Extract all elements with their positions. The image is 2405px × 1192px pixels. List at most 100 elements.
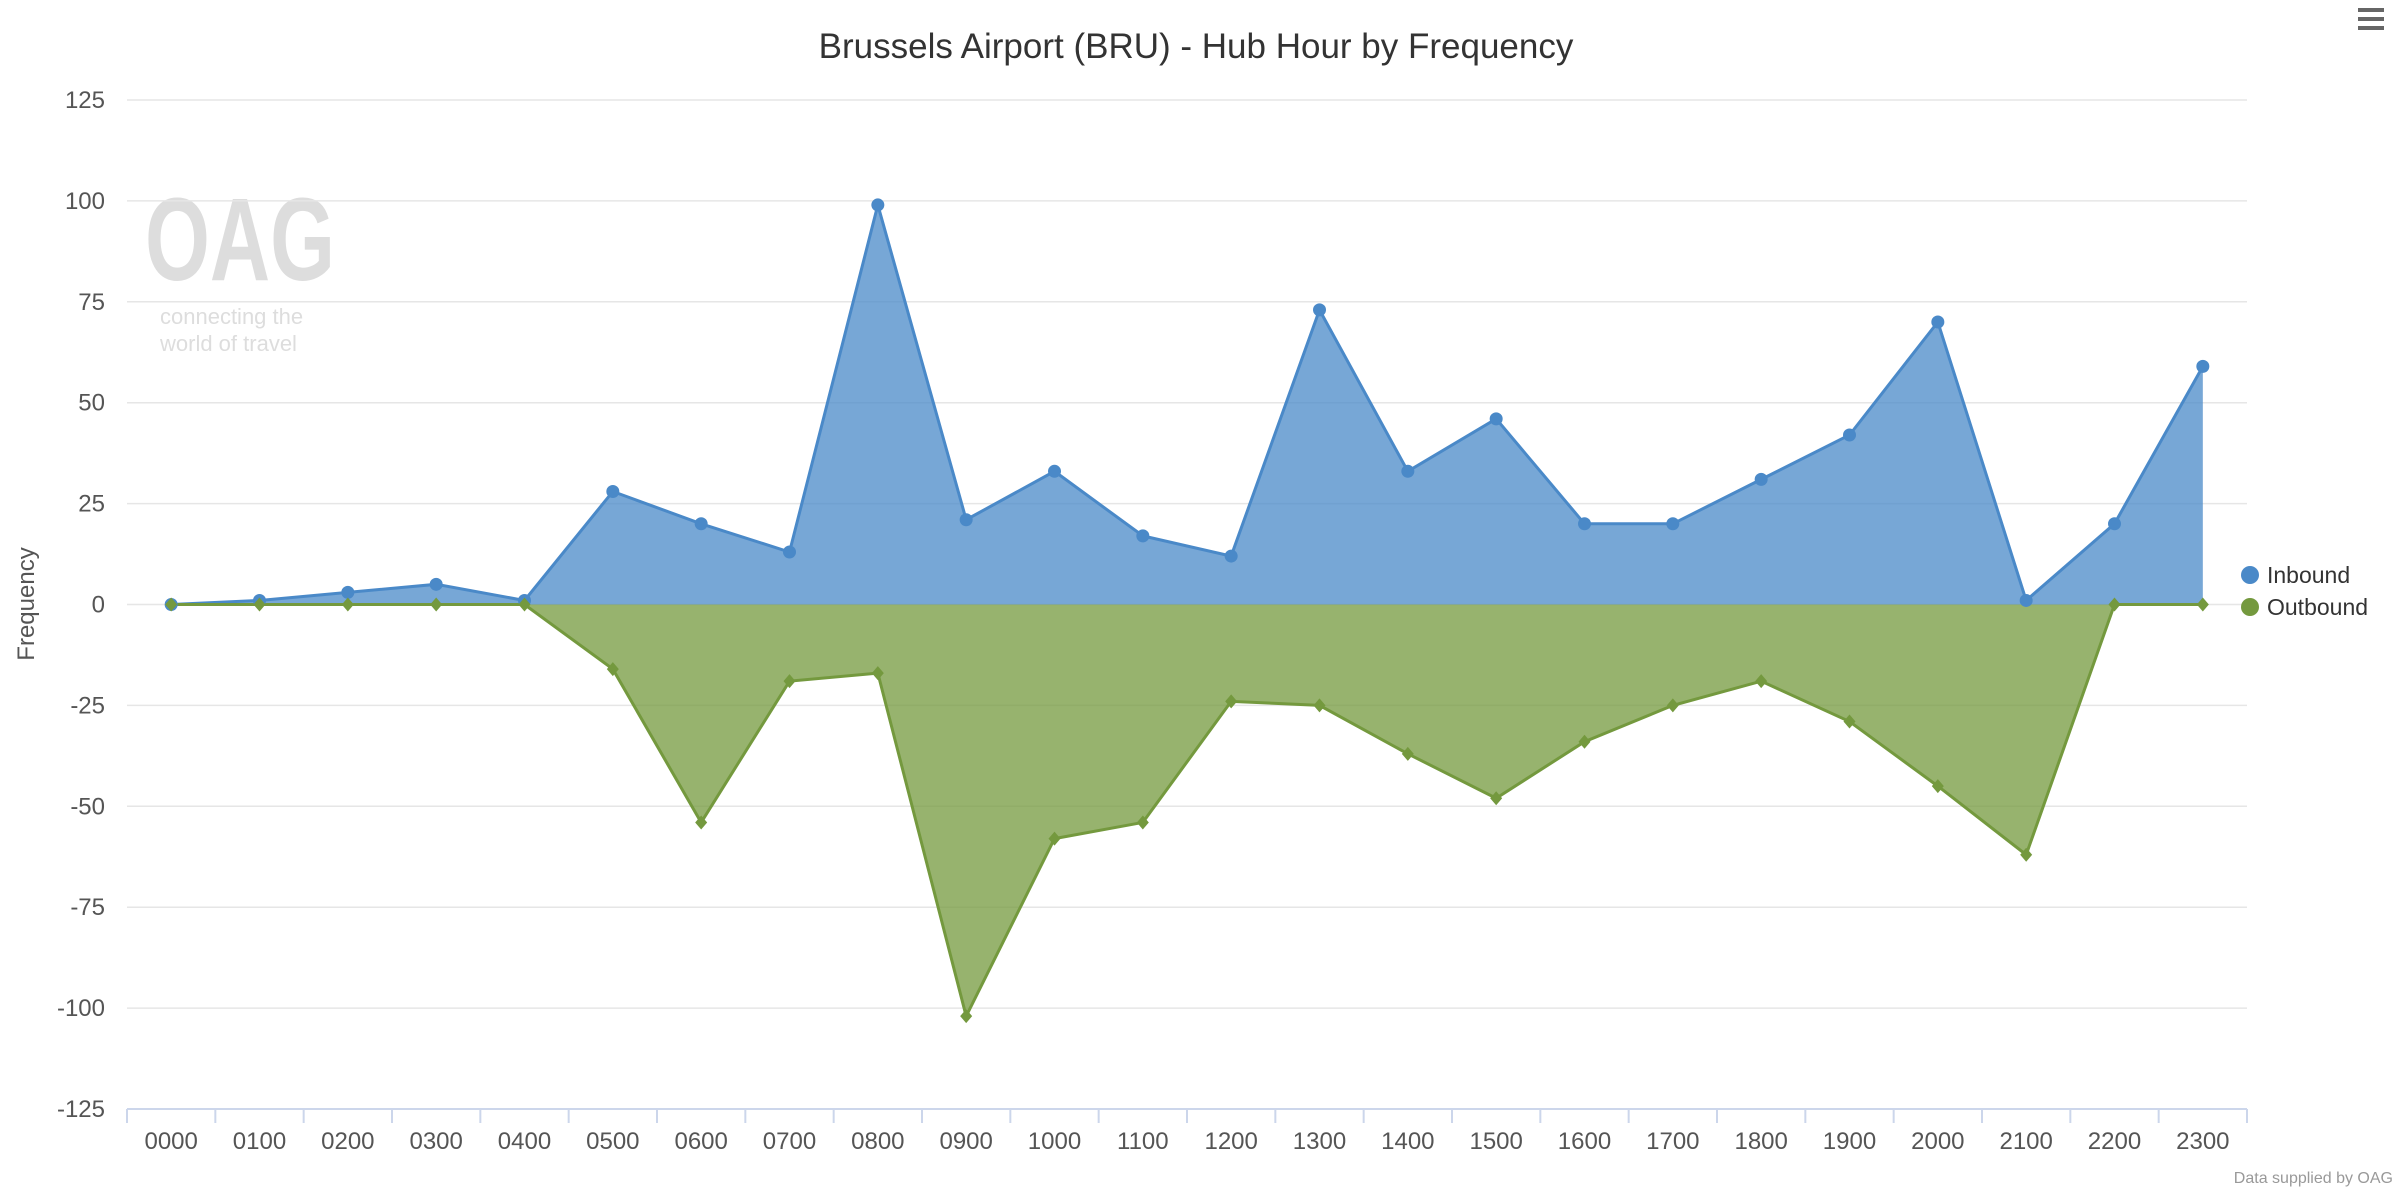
inbound-point[interactable] (606, 484, 620, 498)
chart-title: Brussels Airport (BRU) - Hub Hour by Fre… (819, 27, 1574, 66)
y-tick-label: 50 (78, 390, 105, 417)
inbound-point[interactable] (2019, 593, 2033, 607)
oag-watermark: OAG connecting the world of travel (145, 174, 335, 356)
inbound-point[interactable] (2108, 517, 2121, 531)
inbound-point[interactable] (341, 585, 355, 599)
x-tick-label: 1600 (1558, 1128, 1611, 1155)
outbound-point[interactable] (1490, 791, 1503, 806)
x-tick-label: 1100 (1117, 1128, 1169, 1155)
legend-label: Inbound (2267, 562, 2350, 588)
outbound-point[interactable] (1666, 698, 1679, 713)
hamburger-menu-icon-bar[interactable] (2358, 26, 2384, 30)
inbound-line (171, 199, 2205, 606)
inbound-point[interactable] (1136, 529, 1150, 543)
outbound-point[interactable] (1313, 698, 1326, 713)
inbound-point[interactable] (783, 545, 796, 559)
x-tick-label: 1800 (1734, 1128, 1787, 1155)
inbound-point[interactable] (1931, 315, 1945, 329)
x-tick-label: 2200 (2088, 1128, 2141, 1155)
inbound-point[interactable] (871, 198, 885, 212)
outbound-point[interactable] (1048, 831, 1061, 846)
inbound-point[interactable] (1489, 412, 1503, 426)
outbound-line (171, 603, 2203, 1021)
x-tick-label: 1700 (1646, 1128, 1699, 1155)
y-tick-label: 0 (92, 592, 105, 619)
legend-marker-icon (2241, 598, 2259, 616)
legend-marker-icon (2241, 566, 2259, 584)
x-tick-label: 1200 (1204, 1128, 1257, 1155)
y-tick-label: -50 (70, 793, 105, 820)
outbound-point[interactable] (430, 597, 443, 612)
outbound-point[interactable] (341, 597, 354, 612)
x-tick-label: 0100 (233, 1128, 286, 1155)
inbound-point[interactable] (1666, 517, 1680, 531)
x-tick-label: 0700 (763, 1128, 816, 1155)
y-tick-label: 100 (65, 188, 105, 215)
x-tick-label: 2000 (1911, 1128, 1964, 1155)
inbound-point[interactable] (694, 517, 708, 531)
y-tick-label: -125 (57, 1096, 105, 1123)
hamburger-menu-icon[interactable] (2358, 8, 2384, 12)
y-tick-label: 75 (78, 289, 105, 316)
menu-button[interactable] (2358, 8, 2384, 30)
y-tick-label: -25 (70, 692, 105, 719)
x-tick-label: 0200 (321, 1128, 374, 1155)
inbound-point[interactable] (1313, 303, 1326, 317)
inbound-point[interactable] (1048, 464, 1061, 478)
outbound-point[interactable] (783, 674, 796, 689)
y-axis-label: Frequency (13, 547, 40, 660)
outbound-point[interactable] (2196, 597, 2209, 612)
inbound-point[interactable] (429, 577, 443, 591)
legend-item-outbound[interactable]: Outbound (2241, 594, 2368, 620)
inbound-point[interactable] (2196, 359, 2210, 373)
inbound-point[interactable] (1401, 464, 1415, 478)
outbound-point[interactable] (606, 662, 619, 677)
outbound-point[interactable] (1931, 779, 1944, 794)
hamburger-menu-icon-bar[interactable] (2358, 17, 2384, 21)
x-tick-label: 2300 (2176, 1128, 2229, 1155)
outbound-point[interactable] (695, 815, 708, 830)
outbound-point[interactable] (1578, 734, 1591, 749)
inbound-point[interactable] (959, 513, 973, 527)
x-tick-label: 0000 (144, 1128, 197, 1155)
inbound-point[interactable] (1754, 472, 1768, 486)
x-tick-label: 0600 (674, 1128, 727, 1155)
x-tick-label: 1900 (1823, 1128, 1876, 1155)
watermark-tagline-1: connecting the (160, 304, 303, 329)
legend-label: Outbound (2267, 594, 2368, 620)
x-tick-label: 1500 (1469, 1128, 1522, 1155)
x-tick-label: 1400 (1381, 1128, 1434, 1155)
x-tick-label: 1300 (1293, 1128, 1346, 1155)
x-tick-label: 0900 (939, 1128, 992, 1155)
outbound-point[interactable] (1755, 674, 1768, 689)
outbound-point[interactable] (871, 666, 884, 681)
x-tick-label: 0300 (409, 1128, 462, 1155)
y-tick-label: -75 (70, 894, 105, 921)
y-tick-label: 125 (65, 87, 105, 114)
outbound-area (171, 604, 2203, 1017)
legend-item-inbound[interactable]: Inbound (2241, 562, 2350, 588)
x-tick-label: 0500 (586, 1128, 639, 1155)
x-tick-label: 2100 (1999, 1128, 2052, 1155)
x-tick-label: 0400 (498, 1128, 551, 1155)
x-tick-label: 0800 (851, 1128, 904, 1155)
credit-link[interactable]: Data supplied by OAG (2234, 1170, 2393, 1187)
x-tick-label: 1000 (1028, 1128, 1081, 1155)
watermark-tagline-2: world of travel (159, 331, 297, 356)
outbound-point[interactable] (1401, 746, 1414, 761)
watermark-logo: OAG (145, 174, 335, 306)
inbound-point[interactable] (1843, 428, 1856, 442)
outbound-point[interactable] (1136, 815, 1149, 830)
inbound-area (171, 204, 2203, 605)
outbound-point[interactable] (1843, 714, 1856, 729)
outbound-point[interactable] (253, 597, 266, 612)
outbound-point[interactable] (1225, 694, 1238, 709)
outbound-point[interactable] (518, 597, 531, 612)
outbound-point[interactable] (2020, 847, 2033, 862)
outbound-point[interactable] (165, 597, 178, 612)
outbound-point[interactable] (960, 1009, 973, 1024)
inbound-point[interactable] (1578, 517, 1591, 531)
outbound-point[interactable] (2108, 597, 2121, 612)
inbound-point[interactable] (1224, 549, 1238, 563)
